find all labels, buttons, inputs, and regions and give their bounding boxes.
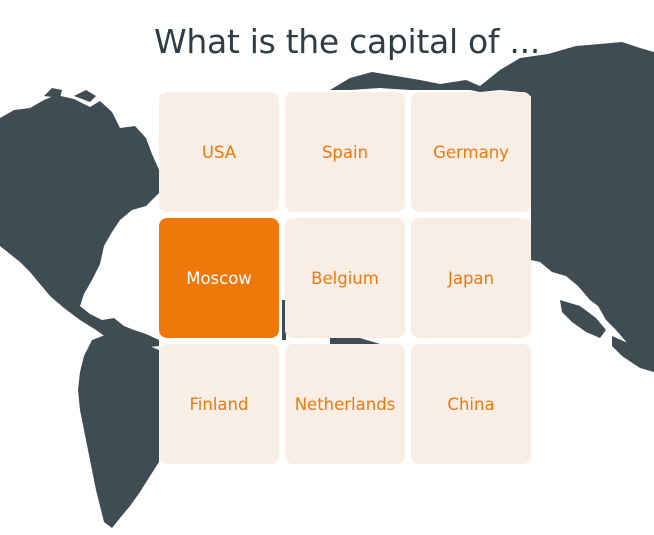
south-america-shape: [78, 334, 159, 528]
answer-tile-usa[interactable]: USA: [159, 92, 279, 212]
answer-tile-belgium[interactable]: Belgium: [285, 218, 405, 338]
answer-tile-netherlands[interactable]: Netherlands: [285, 344, 405, 464]
question-title: What is the capital of ...: [154, 22, 540, 61]
eurasia-shape: [330, 42, 654, 366]
arctic-islands-shape: [44, 88, 96, 102]
answer-tile-finland[interactable]: Finland: [159, 344, 279, 464]
answer-tile-germany[interactable]: Germany: [411, 92, 531, 212]
answer-tile-moscow[interactable]: Moscow: [159, 218, 279, 338]
answer-tile-japan[interactable]: Japan: [411, 218, 531, 338]
answer-grid: USA Spain Germany Moscow Belgium Japan F…: [159, 92, 531, 464]
answer-tile-china[interactable]: China: [411, 344, 531, 464]
southeast-asia-shape: [560, 300, 654, 372]
answer-tile-spain[interactable]: Spain: [285, 92, 405, 212]
north-america-shape: [0, 95, 160, 348]
